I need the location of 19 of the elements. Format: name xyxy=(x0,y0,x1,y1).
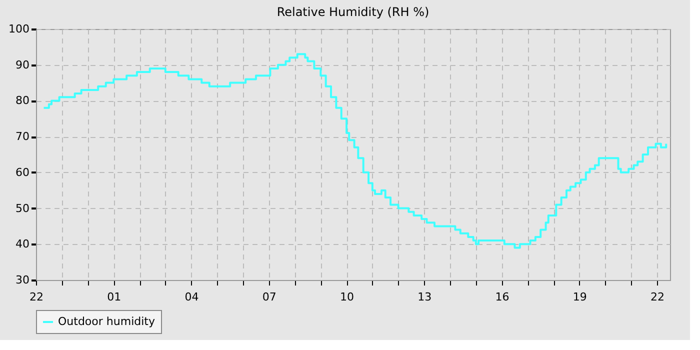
x-tick-label: 19 xyxy=(572,290,587,304)
y-tick-label: 30 xyxy=(16,274,30,286)
y-tick-label: 60 xyxy=(16,166,30,179)
y-tick-label: 100 xyxy=(8,22,30,36)
x-tick-label: 22 xyxy=(650,290,665,304)
x-tick-label: 13 xyxy=(418,290,432,304)
y-tick-label: 90 xyxy=(16,58,30,72)
legend-label: Outdoor humidity xyxy=(58,315,156,328)
x-tick-label: 01 xyxy=(107,290,122,304)
x-tick-label: 10 xyxy=(340,290,354,304)
x-tick-label: 04 xyxy=(184,290,199,304)
chart-title: Relative Humidity (RH %) xyxy=(276,5,430,19)
x-tick-label: 22 xyxy=(30,290,44,304)
y-tick-label: 70 xyxy=(16,130,30,144)
y-tick-label: 80 xyxy=(16,94,30,108)
x-tick-label: 07 xyxy=(262,290,276,304)
y-tick-label: 40 xyxy=(16,238,30,251)
y-tick-label: 50 xyxy=(16,202,30,215)
x-tick-label: 16 xyxy=(495,290,510,304)
